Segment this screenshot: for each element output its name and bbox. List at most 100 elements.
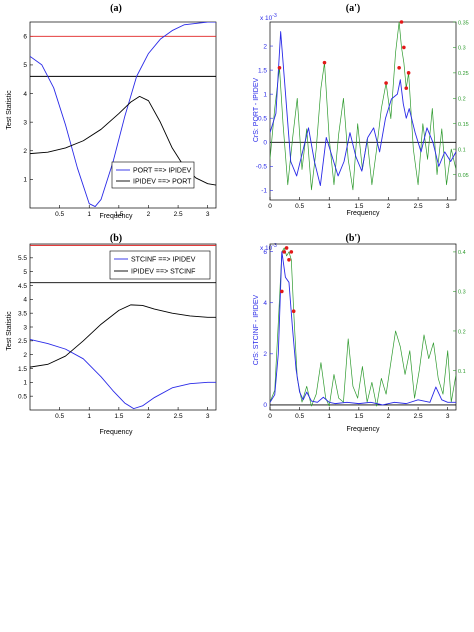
panel-a-prime: (a') Frequency CrS: PORT - IPIDEV x 10-3… <box>253 3 469 217</box>
series-line-blue <box>30 22 216 208</box>
x-tick-label: 2 <box>147 211 151 218</box>
x-tick-label: 0 <box>268 413 272 420</box>
panel-a-prime-xlabel: Frequency <box>346 210 380 217</box>
x-tick-label: 1 <box>327 413 331 420</box>
y-tick-label: 5 <box>23 62 27 69</box>
panel-b-prime-title: (b') <box>346 233 361 244</box>
panel-b: (b) Frequency Test Statistic 0.5 1 1.5 2 2.5… <box>6 233 217 436</box>
series-line-black <box>30 304 216 368</box>
x-tick-label: 1 <box>327 203 331 210</box>
peak-marker <box>384 81 388 85</box>
x-tick-label: 2 <box>387 413 391 420</box>
panel-a-prime-exponent-power: -3 <box>272 13 277 19</box>
series-line-blue <box>270 251 456 406</box>
y-tick-label: -0.5 <box>256 164 268 171</box>
y-tick-label: 1 <box>23 380 27 387</box>
y-tick-label: 6 <box>263 249 267 256</box>
peak-marker <box>277 65 282 70</box>
peak-marker <box>287 258 291 262</box>
y-tick-label: 3 <box>23 119 27 126</box>
y-tick-label: 5 <box>23 269 27 276</box>
series-line-blue <box>30 339 216 410</box>
x-tick-label: 3 <box>206 413 210 420</box>
y-tick-label: 1.5 <box>18 366 27 373</box>
x-tick-label: 3 <box>206 211 210 218</box>
y-tick-label: 1.5 <box>258 67 267 74</box>
legend-label-ipidev-stcinf: IPIDEV ==> STCINF <box>131 269 195 276</box>
legend-label-ipidev-port: IPIDEV ==> PORT <box>133 179 192 186</box>
legend-label-stcinf-ipidev: STCINF ==> IPIDEV <box>131 257 196 264</box>
panel-a-xlabel: Frequency <box>99 213 133 220</box>
y-tick-label: 1 <box>263 91 267 98</box>
y-tick-label: 0.5 <box>258 116 267 123</box>
y-tick-label: 3 <box>23 324 27 331</box>
y-tick-label: 5.5 <box>18 255 27 262</box>
panel-b-prime-exponent-base: x 10 <box>260 245 273 252</box>
y-tick-label: 4 <box>263 300 267 307</box>
panel-a-legend: PORT ==> IPIDEV IPIDEV ==> PORT <box>111 161 195 189</box>
panel-b-title: (b) <box>110 233 122 244</box>
peak-marker <box>284 246 289 250</box>
x-tick-label: 1.5 <box>114 413 123 420</box>
panel-b-prime-xlabel: Frequency <box>346 426 380 433</box>
panel-b-prime-ylabel: CrS: STCINF - IPIDEV <box>253 294 260 365</box>
x-tick-label: 0.5 <box>295 413 304 420</box>
panel-a-ylabel: Test Statistic <box>6 90 13 130</box>
y-tick-label: 6 <box>23 34 27 41</box>
x-tick-label: 0 <box>268 203 272 210</box>
peak-marker <box>399 20 404 24</box>
peak-marker <box>402 45 406 50</box>
peak-marker <box>406 71 411 75</box>
y2-tick-label: 0.15 <box>458 122 469 128</box>
panel-a-title: (a) <box>110 3 122 14</box>
y2-tick-label: 0.35 <box>458 20 469 26</box>
x-tick-label: 3 <box>446 413 450 420</box>
y2-tick-label: 0.1 <box>458 369 466 375</box>
x-tick-label: 2.5 <box>414 413 423 420</box>
peak-marker <box>397 65 401 70</box>
x-tick-label: 2 <box>387 203 391 210</box>
y2-tick-label: 0.2 <box>458 97 466 103</box>
x-tick-label: 1 <box>87 211 91 218</box>
panel-b-prime-exponent-power: -3 <box>272 243 277 249</box>
panel-a: (a) Frequency Test Statistic 0.5 1 1.5 2 2.5… <box>6 3 217 220</box>
y2-tick-label: 0.3 <box>458 46 466 52</box>
y2-tick-label: 0.4 <box>458 250 466 256</box>
x-tick-label: 0.5 <box>295 203 304 210</box>
x-tick-label: 0.5 <box>55 413 64 420</box>
y-tick-label: 2 <box>263 351 267 358</box>
x-tick-label: 1.5 <box>354 413 363 420</box>
y2-tick-label: 0.3 <box>458 290 466 296</box>
y-tick-label: 0.5 <box>18 393 27 400</box>
y-tick-label: 2 <box>23 148 27 155</box>
x-tick-label: 1 <box>87 413 91 420</box>
peak-marker <box>322 60 327 65</box>
peak-marker <box>289 250 294 254</box>
x-tick-label: 2.5 <box>174 211 183 218</box>
x-tick-label: 2.5 <box>414 203 423 210</box>
series-line-green <box>270 247 456 407</box>
y-tick-label: 4 <box>23 91 27 98</box>
x-tick-label: 2.5 <box>174 413 183 420</box>
y2-tick-label: 0.1 <box>458 147 466 153</box>
x-tick-label: 2 <box>147 413 151 420</box>
x-tick-label: 3 <box>446 203 450 210</box>
panel-a-prime-ylabel: CrS: PORT - IPIDEV <box>253 78 260 143</box>
peak-marker <box>291 309 296 313</box>
panel-a2-axes-frame <box>269 21 457 201</box>
y-tick-label: -1 <box>261 188 267 195</box>
peak-marker <box>280 289 284 294</box>
panel-a-prime-exponent: x 10-3 <box>260 13 277 22</box>
panel-a-prime-exponent-base: x 10 <box>260 15 273 22</box>
y2-tick-label: 0.2 <box>458 329 466 335</box>
panel-a-axes-frame <box>29 21 217 209</box>
panel-b-prime-exponent: x 10-3 <box>260 243 277 252</box>
panel-b-ylabel: Test Statistic <box>6 311 13 351</box>
panel-b-legend: STCINF ==> IPIDEV IPIDEV ==> STCINF <box>109 250 211 280</box>
x-tick-label: 0.5 <box>55 211 64 218</box>
y2-tick-label: 0.05 <box>458 173 469 179</box>
x-tick-label: 1.5 <box>354 203 363 210</box>
y-tick-label: 0 <box>263 402 267 409</box>
y-tick-label: 1 <box>23 177 27 184</box>
y-tick-label: 3.5 <box>18 310 27 317</box>
